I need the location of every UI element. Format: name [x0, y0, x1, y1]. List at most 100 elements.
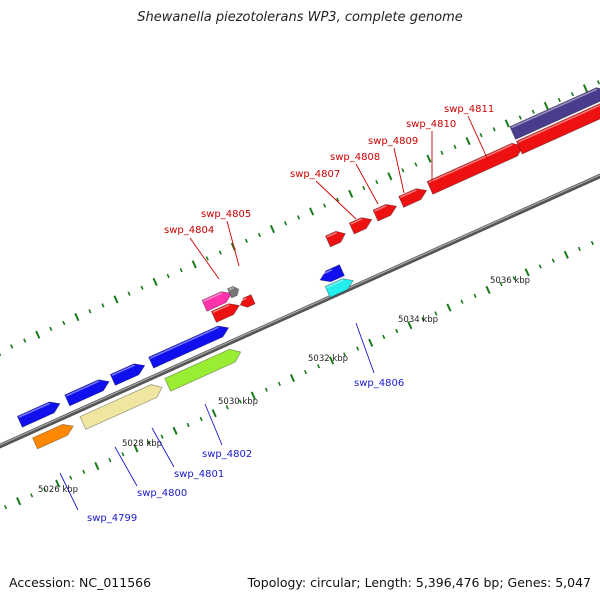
gene-swp_4806-arrow-sheen: [318, 269, 333, 277]
gene-swp_4807-arrow[interactable]: [324, 230, 346, 248]
gene-label-top[interactable]: swp_4811: [444, 104, 494, 115]
tick-mark-lower: [551, 258, 555, 263]
tick-mark-upper: [244, 238, 248, 243]
tick-mark-upper: [152, 277, 158, 286]
tick-mark-lower: [356, 346, 360, 351]
tick-mark-upper: [440, 150, 444, 155]
gene-swp_4800-arrow[interactable]: [64, 379, 110, 407]
leader-line-top-0: [189, 237, 220, 280]
tick-mark-upper: [479, 133, 483, 138]
gene-swp_4811-arrow[interactable]: [426, 142, 524, 195]
tick-mark-upper: [35, 330, 41, 339]
tick-mark-lower: [43, 487, 47, 492]
tick-mark-upper: [414, 162, 418, 167]
tick-mark-lower: [512, 276, 516, 281]
gene-label-bottom[interactable]: swp_4801: [174, 469, 224, 480]
tick-mark-lower: [186, 422, 190, 428]
leader-line-bottom-1: [114, 446, 138, 487]
tick-mark-upper: [387, 172, 393, 181]
gene-label-top[interactable]: swp_4804: [164, 225, 214, 236]
tick-mark-upper: [401, 168, 405, 173]
tick-mark-upper: [531, 109, 535, 114]
tick-mark-upper: [49, 326, 53, 331]
tick-mark-upper: [375, 179, 379, 185]
gene-swp_4804b-arrow[interactable]: [239, 294, 256, 308]
tick-mark-upper: [309, 207, 315, 216]
tick-mark-lower: [407, 321, 413, 330]
gene-swp_4799-arrow[interactable]: [16, 401, 61, 428]
gene-label-top[interactable]: swp_4810: [406, 119, 456, 130]
tick-mark-upper: [74, 313, 80, 322]
gene-swp_4802-lower-arrow-sheen: [171, 362, 237, 393]
tick-mark-lower: [4, 504, 8, 510]
tick-mark-upper: [504, 119, 510, 128]
gene-swp_4809-arrow[interactable]: [372, 203, 398, 222]
tick-mark-upper: [323, 203, 327, 208]
tick-mark-lower: [264, 387, 268, 392]
gene-swp_4810-arrow-sheen: [399, 189, 417, 199]
tick-mark-lower: [160, 434, 164, 439]
gene-swp_4811b-arrow[interactable]: [515, 102, 600, 155]
tick-mark-lower: [121, 452, 125, 457]
tick-mark-lower: [590, 240, 594, 246]
gene-swp_4804-arrow-sheen: [212, 304, 230, 314]
tick-mark-lower: [16, 497, 22, 506]
gene-label-bottom[interactable]: swp_4806: [354, 378, 404, 389]
gene-label-bottom[interactable]: swp_4800: [137, 488, 187, 499]
gene-swp_4806-lower-arrow[interactable]: [324, 278, 354, 298]
tick-mark-upper: [10, 344, 14, 349]
gene-swp_4806-arrow[interactable]: [319, 264, 345, 283]
tick-mark-upper: [336, 197, 340, 202]
gene-swp_4800-lower-arrow-sheen: [86, 398, 158, 431]
tick-mark-lower: [473, 293, 477, 298]
gene-swp_4802-arrow[interactable]: [148, 325, 230, 369]
gene-swp_4806-lower-arrow-sheen: [326, 279, 344, 289]
gene-swp_4800-arrow-sheen: [65, 380, 100, 397]
gene-swp_4802-lower-arrow[interactable]: [164, 348, 242, 392]
genome-summary-text: Topology: circular; Length: 5,396,476 bp…: [247, 575, 591, 590]
tick-mark-upper: [23, 338, 27, 343]
tick-mark-upper: [596, 80, 600, 85]
gene-swp_4809-arrow-sheen: [374, 205, 387, 212]
tick-mark-lower: [524, 268, 530, 277]
tick-mark-lower: [303, 369, 308, 375]
tick-mark-lower: [563, 250, 569, 259]
gene-swp_4799-arrow-sheen: [18, 402, 51, 418]
gene-swp_4800-lower-arrow[interactable]: [79, 384, 163, 430]
tick-mark-lower: [277, 381, 281, 387]
tick-mark-lower: [250, 391, 256, 400]
gene-swp_4801-arrow[interactable]: [109, 363, 146, 386]
gene-label-top[interactable]: swp_4807: [290, 169, 340, 180]
gene-label-top[interactable]: swp_4809: [368, 136, 418, 147]
tick-mark-upper: [570, 91, 574, 97]
tick-mark-upper: [557, 97, 561, 103]
tick-mark-lower: [289, 373, 296, 383]
tick-mark-lower: [446, 303, 452, 312]
gene-swp_4804-arrow[interactable]: [210, 303, 241, 323]
gene-swp_4812-arrow[interactable]: [509, 87, 600, 140]
leader-line-top-3: [355, 163, 379, 205]
gene-swp_4799-lower-arrow[interactable]: [32, 423, 74, 450]
gene-label-top[interactable]: swp_4808: [330, 152, 380, 163]
tick-mark-lower: [395, 328, 399, 334]
gene-swp_4805-cap[interactable]: [226, 285, 240, 299]
genome-backbone-highlight: [0, 174, 600, 446]
gene-label-bottom[interactable]: swp_4799: [87, 513, 137, 524]
gene-swp_4805-arrow[interactable]: [201, 291, 233, 312]
tick-mark-lower: [368, 338, 374, 347]
gene-swp_4808-arrow-sheen: [350, 218, 363, 225]
gene-label-bottom[interactable]: swp_4802: [202, 449, 252, 460]
tick-mark-lower: [199, 416, 203, 422]
scale-label-5032: 5032 kbp: [308, 354, 348, 364]
gene-swp_4808-arrow[interactable]: [348, 217, 373, 235]
leader-line-bottom-3: [204, 403, 223, 446]
tick-mark-lower: [316, 364, 321, 369]
gene-swp_4799-lower-arrow-sheen: [38, 436, 69, 451]
scale-label-5028: 5028 kbp: [122, 439, 162, 449]
tick-mark-upper: [218, 250, 222, 255]
scale-label-5036: 5036 kbp: [490, 276, 530, 286]
gene-label-top[interactable]: swp_4805: [201, 209, 251, 220]
gene-swp_4810-arrow[interactable]: [398, 188, 428, 208]
leader-line-top-2: [315, 180, 357, 220]
